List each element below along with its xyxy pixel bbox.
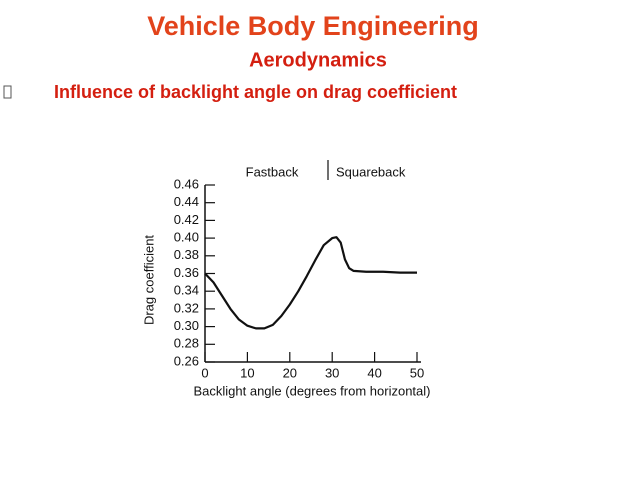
y-axis-label: Drag coefficient <box>141 235 156 325</box>
annotation: Fastback <box>246 164 299 179</box>
slide-title: Vehicle Body Engineering <box>147 11 479 41</box>
x-tick-label: 40 <box>367 365 381 380</box>
y-tick-label: 0.30 <box>174 318 199 333</box>
annotation: Squareback <box>336 164 406 179</box>
y-tick-label: 0.40 <box>174 230 199 245</box>
bullet-icon <box>3 85 12 99</box>
x-tick-label: 50 <box>410 365 424 380</box>
y-tick-label: 0.34 <box>174 283 199 298</box>
y-tick-label: 0.46 <box>174 176 199 191</box>
y-tick-label: 0.32 <box>174 300 199 315</box>
y-tick-label: 0.38 <box>174 247 199 262</box>
bullet-text: Influence of backlight angle on drag coe… <box>54 82 457 102</box>
x-tick-label: 20 <box>283 365 297 380</box>
y-tick-label: 0.28 <box>174 336 199 351</box>
y-tick-label: 0.42 <box>174 212 199 227</box>
y-tick-label: 0.36 <box>174 265 199 280</box>
x-axis-label: Backlight angle (degrees from horizontal… <box>193 383 430 398</box>
slide-subtitle: Aerodynamics <box>249 49 387 71</box>
x-tick-label: 0 <box>201 365 208 380</box>
y-tick-label: 0.26 <box>174 353 199 368</box>
x-tick-label: 10 <box>240 365 254 380</box>
x-tick-label: 30 <box>325 365 339 380</box>
data-line <box>204 236 417 330</box>
y-tick-label: 0.44 <box>174 194 199 209</box>
chart: 0.26 0.28 0.30 0.32 0.34 0.36 0.38 0.40 0.42 0.44… <box>141 160 431 398</box>
